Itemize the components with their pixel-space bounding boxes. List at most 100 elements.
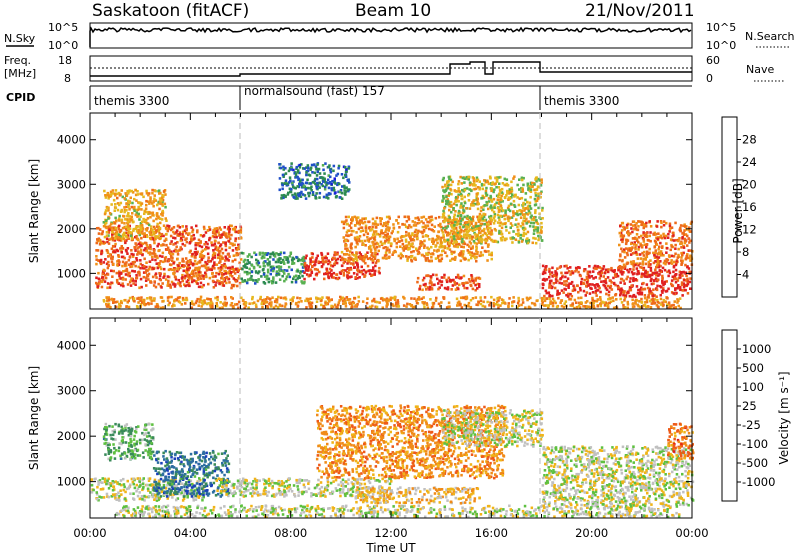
heatmap-cell — [407, 248, 410, 251]
heatmap-cell — [606, 276, 610, 279]
heatmap-cell — [657, 251, 661, 254]
heatmap-cell — [492, 216, 496, 220]
cpid-segment-1: themis 3300 — [94, 94, 169, 108]
heatmap-cell — [200, 256, 204, 259]
heatmap-cell — [237, 237, 241, 240]
heatmap-cell — [648, 275, 652, 278]
heatmap-cell — [201, 235, 205, 238]
heatmap-cell — [224, 264, 227, 268]
heatmap-cell — [478, 227, 481, 230]
heatmap-cell — [467, 199, 471, 202]
heatmap-cell — [464, 281, 468, 285]
heatmap-cell — [229, 303, 233, 307]
heatmap-cell — [174, 250, 178, 253]
heatmap-cell — [292, 180, 295, 183]
heatmap-cell — [128, 190, 131, 193]
heatmap-cell — [453, 224, 456, 227]
heatmap-cell — [690, 255, 693, 259]
heatmap-cell — [530, 214, 533, 218]
heatmap-cell — [644, 271, 648, 274]
heatmap-cell — [548, 297, 551, 300]
heatmap-cell — [161, 200, 164, 204]
heatmap-cell — [544, 271, 547, 275]
heatmap-cell — [679, 272, 683, 276]
heatmap-cell — [594, 264, 597, 268]
heatmap-cell — [293, 196, 296, 199]
heatmap-cell — [330, 306, 333, 309]
heatmap-cell — [528, 224, 532, 228]
heatmap-cell — [460, 250, 463, 253]
heatmap-cell — [309, 260, 312, 263]
heatmap-cell — [213, 230, 217, 233]
heatmap-cell — [239, 231, 243, 234]
heatmap-cell — [318, 172, 322, 175]
heatmap-cell — [120, 245, 123, 248]
heatmap-cell — [634, 251, 638, 254]
heatmap-cell — [642, 268, 645, 271]
heatmap-cell — [655, 236, 658, 240]
heatmap-cell — [686, 281, 690, 284]
heatmap-cell — [319, 261, 322, 264]
heatmap-cell — [617, 268, 620, 272]
heatmap-cell — [149, 236, 152, 240]
heatmap-cell — [520, 176, 524, 180]
heatmap-cell — [139, 226, 142, 230]
heatmap-cell — [654, 268, 657, 272]
heatmap-cell — [170, 259, 174, 262]
heatmap-cell — [680, 259, 683, 262]
heatmap-cell — [273, 255, 277, 258]
heatmap-cell — [642, 226, 645, 230]
heatmap-cell — [457, 180, 461, 183]
heatmap-cell — [138, 286, 141, 290]
heatmap-cell — [402, 245, 406, 249]
heatmap-cell — [679, 276, 682, 279]
heatmap-cell — [659, 250, 663, 253]
heatmap-cell — [225, 276, 229, 280]
heatmap-cell — [145, 269, 148, 272]
heatmap-cell — [345, 252, 348, 256]
heatmap-cell — [118, 219, 121, 222]
heatmap-cell — [328, 261, 332, 264]
heatmap-cell — [657, 256, 661, 259]
heatmap-cell — [443, 238, 446, 242]
heatmap-cell — [683, 284, 686, 287]
heatmap-cell — [684, 263, 687, 267]
heatmap-cell — [686, 277, 689, 281]
heatmap-cell — [210, 241, 213, 244]
heatmap-cell — [124, 192, 127, 195]
heatmap-cell — [295, 270, 299, 273]
heatmap-cell — [685, 284, 689, 287]
heatmap-cell — [468, 245, 471, 248]
heatmap-cell — [407, 232, 411, 235]
heatmap-cell — [278, 278, 282, 281]
heatmap-cell — [110, 203, 113, 206]
heatmap-cell — [595, 283, 598, 286]
heatmap-cell — [431, 240, 434, 243]
heatmap-cell — [652, 261, 656, 265]
heatmap-cell — [371, 222, 375, 225]
heatmap-cell — [684, 272, 687, 275]
heatmap-cell — [179, 239, 183, 242]
heatmap-cell — [325, 296, 329, 299]
heatmap-cell — [126, 214, 129, 218]
heatmap-cell — [275, 270, 279, 273]
heatmap-cell — [463, 281, 466, 285]
heatmap-cell — [363, 274, 367, 277]
heatmap-cell — [326, 252, 330, 255]
heatmap-cell — [660, 289, 664, 293]
heatmap-cell — [107, 215, 110, 219]
heatmap-cell — [644, 258, 647, 261]
heatmap-cell — [512, 199, 516, 203]
heatmap-cell — [487, 243, 490, 246]
heatmap-cell — [218, 282, 221, 285]
heatmap-cell — [300, 190, 303, 194]
heatmap-cell — [568, 282, 571, 285]
heatmap-cell — [418, 221, 421, 225]
heatmap-cell — [222, 273, 225, 276]
freq-tick-high: 18 — [58, 54, 72, 67]
heatmap-cell — [484, 250, 488, 253]
heatmap-cell — [445, 287, 449, 291]
heatmap-cell — [185, 228, 188, 231]
heatmap-cell — [240, 277, 243, 281]
heatmap-cell — [285, 269, 289, 272]
